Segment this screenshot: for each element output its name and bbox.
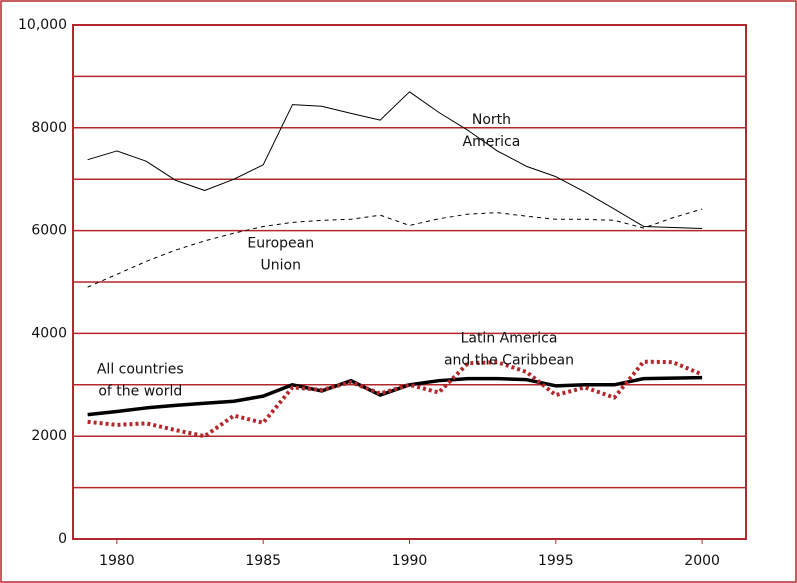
annotation: and the Caribbean [444, 353, 574, 369]
x-tick-label: 1980 [99, 553, 135, 569]
annotation: of the world [98, 383, 182, 399]
y-tick-label: 10,000 [18, 17, 67, 33]
series-line [87, 208, 703, 288]
y-tick-label: 4000 [31, 325, 67, 341]
series-line [87, 91, 703, 230]
y-tick-label: 8000 [31, 120, 67, 136]
annotation: America [463, 134, 521, 150]
x-tick-label: 1995 [538, 553, 574, 569]
series-line [87, 359, 703, 439]
annotation: North [472, 112, 511, 128]
y-tick-label: 6000 [31, 223, 67, 239]
annotation: European [247, 235, 314, 251]
annotation: All countries [97, 361, 184, 377]
x-tick-label: 1985 [245, 553, 281, 569]
annotation: Union [261, 257, 301, 273]
y-tick-label: 2000 [31, 428, 67, 444]
x-tick-label: 2000 [684, 553, 720, 569]
y-tick-label: 0 [58, 531, 67, 547]
x-tick-label: 1990 [392, 553, 428, 569]
annotation: Latin America [461, 331, 558, 347]
